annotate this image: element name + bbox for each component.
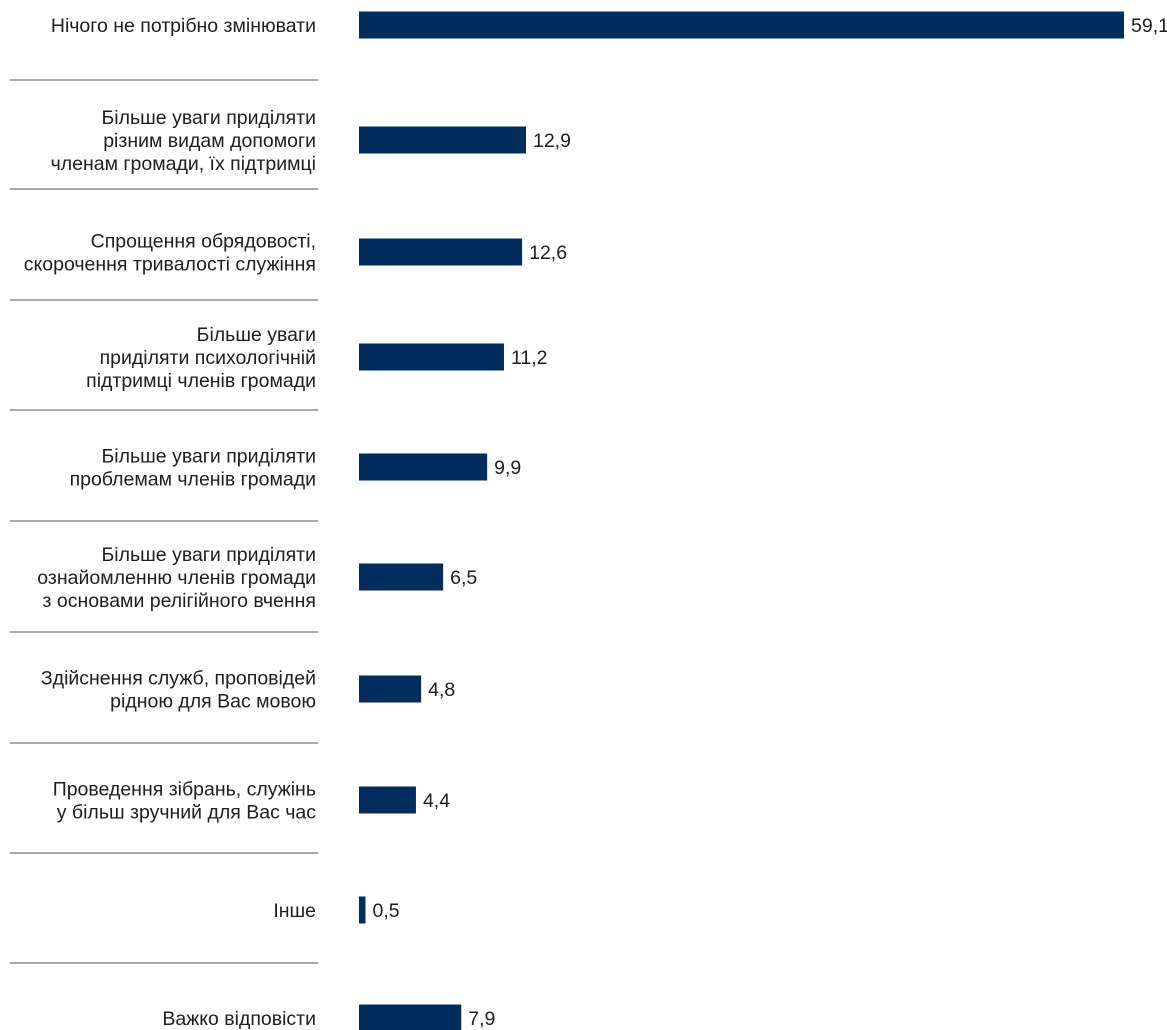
- value-labels: 59,1 12,9 12,6 11,2 9,9 6,5 4,8 4,4 0,5 7,9: [372, 15, 1167, 1030]
- category-label-line: приділяти психологічній: [100, 347, 316, 369]
- bar: [359, 675, 422, 703]
- category-label-line: Нічого не потрібно змінювати: [51, 15, 316, 37]
- bar: [359, 343, 504, 371]
- category-label-line: Важко відповісти: [162, 1008, 316, 1030]
- category-label-line: Більше уваги: [197, 324, 316, 346]
- category-label-line: рідною для Вас мовою: [110, 691, 316, 713]
- category-label-line: Більше уваги приділяти: [102, 107, 317, 129]
- category-label-line: різним видам допомоги: [103, 130, 316, 152]
- category-label-line: членам громади, їх підтримці: [51, 153, 316, 175]
- category-label-line: Здійснення служб, проповідей: [41, 668, 316, 690]
- value-label: 11,2: [511, 347, 548, 369]
- category-label: Здійснення служб, проповідей рідною для В…: [41, 668, 316, 713]
- category-label-line: проблемам членів громади: [70, 469, 316, 491]
- category-labels: Нічого не потрібно змінювати Більше уваги…: [24, 15, 316, 1030]
- value-label: 6,5: [450, 567, 477, 589]
- value-label: 4,8: [428, 679, 455, 701]
- bar: [359, 126, 526, 154]
- value-label: 59,1: [1131, 15, 1167, 37]
- value-label: 4,4: [423, 790, 450, 812]
- value-label: 12,6: [529, 242, 567, 264]
- category-label-line: Спрощення обрядовості,: [91, 231, 316, 253]
- bar: [359, 896, 366, 924]
- category-label: Нічого не потрібно змінювати: [51, 15, 316, 37]
- category-label-line: ознайомленню членів громади: [37, 567, 316, 589]
- value-label: 0,5: [372, 900, 399, 922]
- value-label: 9,9: [494, 457, 521, 479]
- category-label: Більше уваги приділяти різним видам допом…: [51, 107, 316, 175]
- bar: [359, 11, 1124, 39]
- category-label-line: Проведення зібрань, служінь: [53, 779, 316, 801]
- category-label: Більше уваги приділяти проблемам членів г…: [70, 446, 316, 491]
- category-label-line: Більше уваги приділяти: [102, 544, 317, 566]
- category-label-line: у більш зручний для Вас час: [57, 802, 316, 824]
- bar: [359, 786, 416, 814]
- category-label-line: Більше уваги приділяти: [102, 446, 317, 468]
- category-label: Проведення зібрань, служінь у більш зручн…: [53, 779, 317, 824]
- category-label: Більше уваги приділяти ознайомленню члені…: [37, 544, 316, 612]
- bar: [359, 563, 444, 591]
- row-separators: [10, 79, 318, 964]
- category-label: Інше: [273, 900, 316, 922]
- category-label: Важко відповісти: [162, 1008, 316, 1030]
- bars: [359, 11, 1124, 1030]
- value-label: 7,9: [468, 1008, 495, 1030]
- category-label-line: підтримці членів громади: [86, 370, 316, 392]
- bar: [359, 1004, 462, 1030]
- category-label-line: скорочення тривалості служіння: [24, 254, 316, 276]
- category-label: Більше уваги приділяти психологічній підтр…: [86, 324, 316, 392]
- bar: [359, 238, 523, 266]
- bar: [359, 453, 488, 481]
- category-label-line: з основами релігійного вчення: [42, 590, 316, 612]
- category-label-line: Інше: [273, 900, 316, 922]
- value-label: 12,9: [533, 130, 571, 152]
- category-label: Спрощення обрядовості, скорочення тривало…: [24, 231, 316, 276]
